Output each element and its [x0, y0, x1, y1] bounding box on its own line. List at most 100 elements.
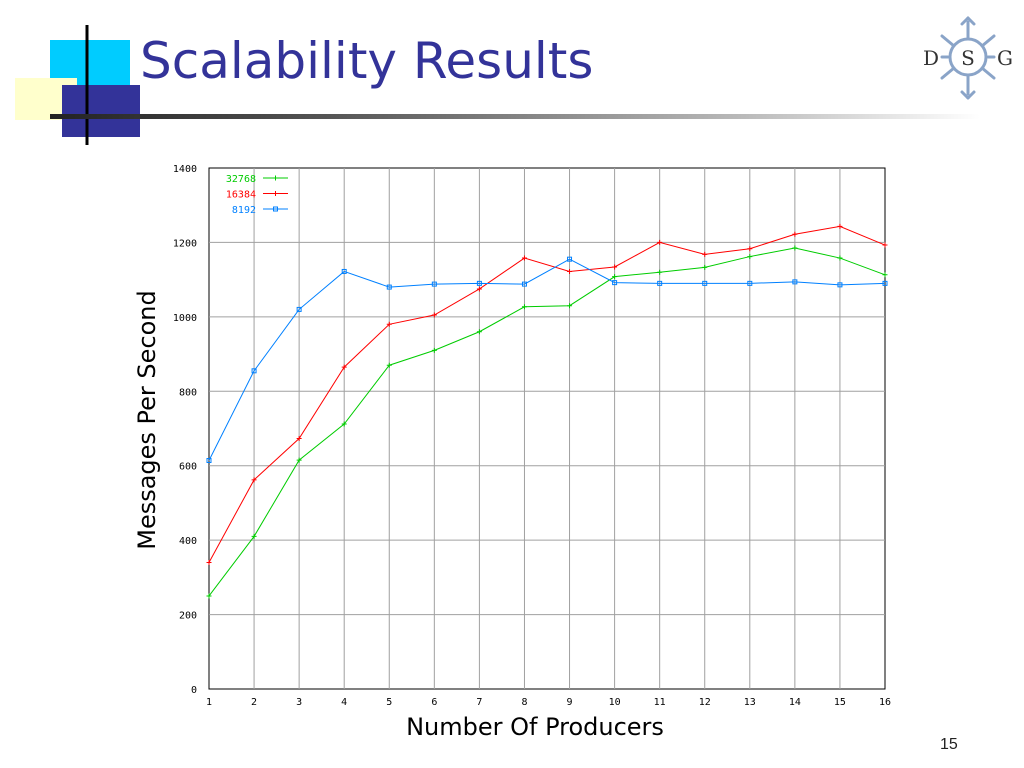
data-point-32768 [657, 269, 663, 275]
deco-blue-block [62, 85, 140, 137]
x-tick-labels: 1 2 3 4 5 6 7 8 9 10 11 12 13 14 15 16 [206, 697, 891, 708]
series-line-32768 [208, 247, 886, 597]
data-point-8192 [206, 458, 212, 464]
data-point-16384 [567, 268, 573, 274]
data-point-8192 [702, 280, 708, 286]
data-point-32768 [747, 254, 753, 260]
data-point-32768 [567, 303, 573, 309]
legend-marker-32768 [273, 175, 278, 181]
data-point-16384 [837, 223, 843, 229]
x-tick-label: 4 [341, 697, 347, 708]
y-tick-label: 200 [179, 611, 197, 622]
data-point-8192 [657, 280, 663, 286]
data-point-8192 [296, 306, 302, 312]
y-tick-label: 1200 [173, 238, 197, 249]
data-point-16384 [657, 239, 663, 245]
legend-marker-16384 [273, 191, 278, 196]
y-tick-label: 600 [179, 462, 197, 473]
data-point-8192 [386, 284, 392, 290]
x-tick-label: 5 [386, 697, 392, 708]
chart-legend: 32768 16384 8192 [226, 174, 288, 216]
data-point-32768 [431, 347, 437, 353]
data-point-8192 [521, 281, 527, 287]
x-tick-label: 14 [789, 697, 801, 708]
x-tick-label: 12 [699, 697, 711, 708]
data-point-16384 [792, 231, 798, 237]
title-rule [50, 114, 980, 119]
y-tick-labels: 0 200 400 600 800 1000 1200 1400 [173, 164, 197, 696]
chart-series [206, 223, 888, 599]
x-tick-label: 13 [744, 697, 756, 708]
logo-letter-s: S [961, 46, 975, 70]
data-point-16384 [747, 246, 753, 252]
series-line-8192 [208, 258, 886, 461]
data-point-8192 [612, 280, 618, 286]
data-point-32768 [702, 264, 708, 270]
x-tick-label: 7 [476, 697, 482, 708]
x-tick-label: 1 [206, 697, 212, 708]
y-tick-label: 1400 [173, 164, 197, 175]
dsg-logo: D S G [923, 16, 1013, 100]
x-tick-label: 2 [251, 697, 257, 708]
data-point-16384 [341, 364, 347, 370]
data-point-16384 [476, 286, 482, 292]
y-tick-label: 1000 [173, 313, 197, 324]
x-tick-label: 9 [567, 697, 573, 708]
x-tick-label: 3 [296, 697, 302, 708]
data-point-32768 [882, 272, 888, 278]
data-point-8192 [341, 268, 347, 274]
data-point-32768 [521, 304, 527, 310]
legend-marker-8192 [273, 206, 278, 212]
data-point-8192 [747, 280, 753, 286]
data-point-8192 [476, 280, 482, 286]
y-tick-label: 400 [179, 536, 197, 547]
data-point-32768 [251, 533, 257, 539]
y-tick-label: 0 [191, 685, 197, 696]
data-point-8192 [882, 280, 888, 286]
x-tick-label: 10 [609, 697, 621, 708]
data-point-32768 [341, 421, 347, 427]
data-point-32768 [386, 362, 392, 368]
data-point-32768 [792, 245, 798, 251]
legend-label-8192: 8192 [232, 205, 256, 216]
data-point-16384 [431, 312, 437, 318]
data-point-32768 [206, 593, 212, 599]
data-point-8192 [837, 282, 843, 288]
data-point-16384 [386, 321, 392, 327]
logo-letter-g: G [997, 46, 1013, 70]
data-point-32768 [837, 255, 843, 261]
series-line-16384 [208, 225, 886, 563]
chart-grid [208, 167, 886, 690]
data-point-16384 [702, 251, 708, 257]
data-point-8192 [567, 256, 573, 262]
slide-title: Scalability Results [140, 32, 594, 90]
legend-label-16384: 16384 [226, 190, 256, 201]
data-point-32768 [612, 274, 618, 280]
data-point-32768 [476, 329, 482, 335]
x-tick-label: 8 [521, 697, 527, 708]
x-axis-label: Number Of Producers [406, 713, 664, 741]
y-axis-label: Messages Per Second [133, 290, 161, 550]
data-point-16384 [296, 436, 302, 442]
plot-frame [208, 167, 886, 690]
x-tick-label: 6 [431, 697, 437, 708]
data-point-16384 [612, 264, 618, 270]
data-point-8192 [792, 279, 798, 285]
title-decoration [15, 25, 145, 145]
data-point-16384 [521, 255, 527, 261]
logo-center-circle [948, 37, 988, 77]
legend-label-32768: 32768 [226, 174, 256, 185]
data-point-8192 [251, 368, 257, 374]
logo-letter-d: D [923, 46, 939, 70]
y-tick-label: 800 [179, 387, 197, 398]
slide-number: 15 [940, 736, 958, 753]
data-point-16384 [206, 559, 212, 565]
data-point-8192 [431, 281, 437, 287]
data-point-32768 [296, 457, 302, 463]
x-tick-label: 11 [654, 697, 666, 708]
data-point-16384 [882, 242, 888, 248]
x-tick-label: 15 [834, 697, 846, 708]
data-point-16384 [251, 477, 257, 483]
x-tick-label: 16 [879, 697, 891, 708]
